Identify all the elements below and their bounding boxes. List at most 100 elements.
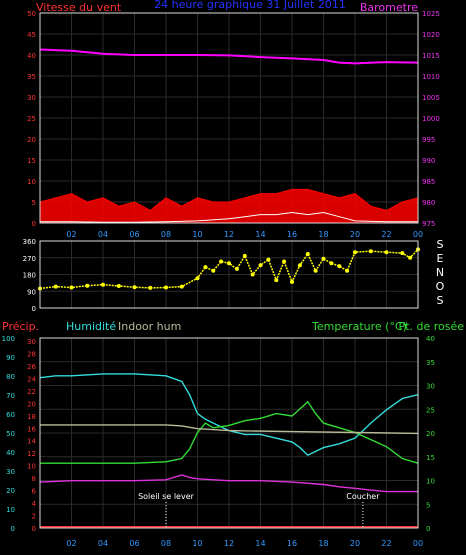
x-tick-label: 08 xyxy=(161,230,171,239)
temperature-axis-label: Temperature (°C) xyxy=(311,320,407,333)
wind-speed-tick-label: 10 xyxy=(27,178,36,186)
humidity-tick-label: 70 xyxy=(6,392,15,400)
x-tick-label: 16 xyxy=(287,230,297,239)
x-tick-label: 00 xyxy=(413,230,423,239)
wind-direction-point xyxy=(148,285,153,290)
x-tick-label: 22 xyxy=(381,539,391,548)
precip-tick-label: 8 xyxy=(32,475,36,483)
wind-barometer-x-ticks: 02 04 06 08 10 12 14 16 18 20 22 00 xyxy=(66,230,423,239)
barometer-ticks: 975 980 985 990 995 1000 1005 1010 1015 1020 1025 xyxy=(422,10,440,228)
wind-gust-area xyxy=(39,188,419,224)
precip-tick-label: 12 xyxy=(27,450,36,458)
wind-barometer-frame xyxy=(39,12,419,224)
wind-direction-series xyxy=(38,247,420,291)
temperature-tick-label: 5 xyxy=(426,501,430,509)
x-tick-label: 04 xyxy=(98,230,108,239)
barometer-tick-label: 1025 xyxy=(422,10,440,18)
chart-title: 24 heure graphique 31 Juillet 2011 xyxy=(154,0,346,11)
dewpoint-axis-label: Pt. de rosée xyxy=(399,320,465,333)
humidity-line xyxy=(39,373,419,457)
temperature-tick-label: 15 xyxy=(426,454,435,462)
x-tick-label: 06 xyxy=(129,539,139,548)
x-tick-label: 10 xyxy=(192,539,202,548)
humidity-tick-label: 80 xyxy=(6,373,15,381)
temperature-humidity-frame xyxy=(39,337,419,529)
precip-tick-label: 16 xyxy=(27,425,36,433)
x-tick-label: 22 xyxy=(381,230,391,239)
precip-tick-label: 18 xyxy=(27,413,36,421)
wind-speed-tick-label: 25 xyxy=(27,115,36,123)
x-tick-label: 12 xyxy=(224,230,234,239)
wind-speed-tick-label: 30 xyxy=(27,94,36,102)
barometer-tick-label: 990 xyxy=(422,157,435,165)
temperature-humidity-chart: Précip. Humidité Indoor hum Temperature … xyxy=(2,320,465,548)
barometer-axis-label: Barometre xyxy=(360,1,418,14)
compass-letter: N xyxy=(436,266,444,279)
barometer-tick-label: 1010 xyxy=(422,73,440,81)
barometer-tick-label: 975 xyxy=(422,220,435,228)
precip-tick-label: 10 xyxy=(27,463,36,471)
precip-tick-label: 0 xyxy=(32,525,36,533)
dewpoint-line xyxy=(39,474,418,493)
wind-direction-trace xyxy=(39,248,419,290)
compass-letter: E xyxy=(437,252,444,265)
temperature-tick-label: 25 xyxy=(426,406,435,414)
x-tick-label: 02 xyxy=(66,539,76,548)
sun-annotations: Soleil se lever Coucher xyxy=(138,492,380,528)
wind-direction-ticks: 0 90 180 270 360 xyxy=(23,238,36,313)
sun-marker-label: Coucher xyxy=(346,492,380,501)
x-tick-label: 12 xyxy=(224,539,234,548)
x-tick-label: 06 xyxy=(129,230,139,239)
direction-tick-label: 180 xyxy=(23,272,36,280)
humidity-tick-label: 10 xyxy=(6,506,15,514)
wind-speed-tick-label: 40 xyxy=(27,52,36,60)
x-tick-label: 20 xyxy=(350,230,360,239)
wind-barometer-grid xyxy=(40,12,419,224)
x-tick-label: 00 xyxy=(413,539,423,548)
barometer-tick-label: 995 xyxy=(422,136,435,144)
direction-tick-label: 360 xyxy=(23,238,36,246)
humidity-tick-label: 40 xyxy=(6,449,15,457)
humidity-tick-label: 60 xyxy=(6,411,15,419)
barometer-tick-label: 980 xyxy=(422,199,435,207)
wind-speed-tick-label: 20 xyxy=(27,136,36,144)
barometer-tick-label: 985 xyxy=(422,178,435,186)
precip-tick-label: 30 xyxy=(27,338,36,346)
direction-tick-label: 0 xyxy=(32,305,36,313)
direction-tick-label: 270 xyxy=(23,255,36,263)
x-tick-label: 18 xyxy=(318,539,328,548)
wind-speed-axis-label: Vitesse du vent xyxy=(36,1,122,14)
pressure-line xyxy=(39,48,419,65)
humidity-tick-label: 100 xyxy=(2,335,15,343)
barometer-tick-label: 1020 xyxy=(422,31,440,39)
precip-tick-label: 20 xyxy=(27,400,36,408)
compass-letter: S xyxy=(437,294,444,307)
temperature-humidity-x-ticks: 02 04 06 08 10 12 14 16 18 20 22 00 xyxy=(66,539,423,548)
humidity-tick-label: 50 xyxy=(6,430,15,438)
direction-tick-label: 90 xyxy=(27,288,36,296)
humidity-axis-label: Humidité xyxy=(66,320,116,333)
wind-speed-tick-label: 0 xyxy=(32,220,36,228)
x-tick-label: 10 xyxy=(192,230,202,239)
precip-tick-label: 26 xyxy=(27,363,36,371)
compass-letter: O xyxy=(436,280,445,293)
precip-tick-label: 6 xyxy=(32,488,37,496)
precip-tick-label: 4 xyxy=(32,500,37,508)
barometer-tick-label: 1005 xyxy=(422,94,440,102)
temperature-tick-label: 35 xyxy=(426,359,435,367)
temperature-tick-label: 20 xyxy=(426,430,435,438)
x-tick-label: 20 xyxy=(350,539,360,548)
temperature-tick-label: 0 xyxy=(426,525,430,533)
precip-tick-label: 2 xyxy=(32,513,36,521)
wind-direction-frame xyxy=(39,240,419,309)
x-tick-label: 16 xyxy=(287,539,297,548)
x-tick-label: 18 xyxy=(318,230,328,239)
wind-speed-tick-label: 5 xyxy=(32,199,36,207)
wind-speed-tick-label: 15 xyxy=(27,157,36,165)
wind-direction-point xyxy=(368,249,373,254)
temperature-tick-label: 30 xyxy=(426,383,435,391)
precip-tick-label: 28 xyxy=(27,350,36,358)
